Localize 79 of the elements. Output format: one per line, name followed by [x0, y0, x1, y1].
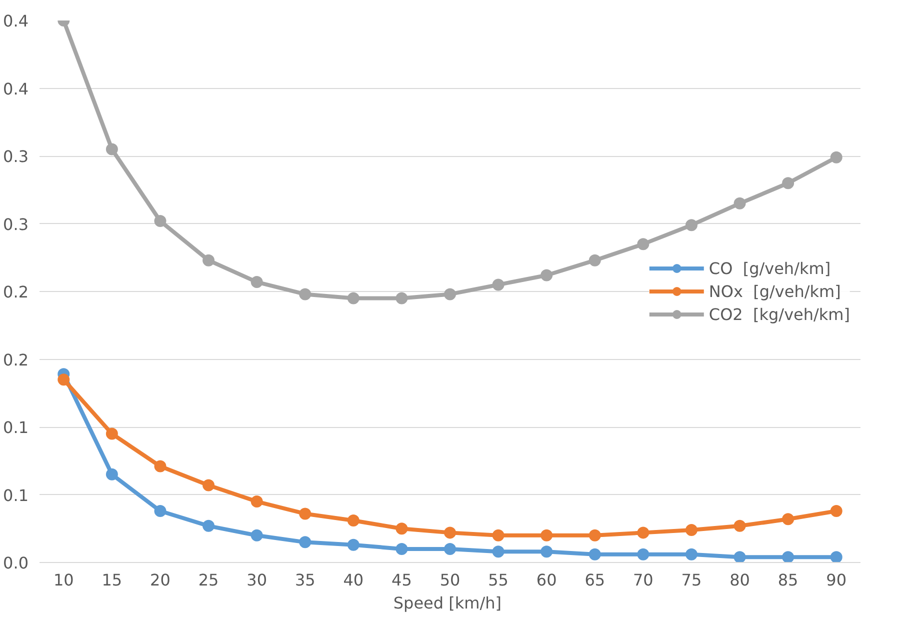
y-tick-label: 0.2 [3, 282, 29, 302]
point [396, 292, 408, 304]
point [202, 479, 215, 492]
x-tick-label: 15 [102, 570, 122, 590]
point [347, 514, 360, 526]
point [154, 505, 166, 517]
point [347, 538, 360, 551]
y-tick-label: 0.0 [3, 554, 29, 572]
x-tick-label: 60 [536, 570, 557, 590]
point [347, 292, 360, 304]
point [444, 288, 456, 300]
x-tick-label: 85 [778, 570, 798, 590]
point [396, 542, 408, 555]
point [637, 526, 650, 539]
point [492, 546, 504, 558]
point [685, 219, 698, 232]
point [588, 254, 601, 266]
x-tick-label: 30 [246, 570, 268, 590]
point [734, 520, 746, 532]
point [830, 151, 842, 164]
point [154, 460, 166, 472]
x-tick-label: 90 [826, 570, 847, 590]
point [492, 278, 504, 291]
y-tick-label: 0.4 [3, 12, 29, 30]
point [685, 524, 698, 536]
point [299, 288, 312, 300]
point [250, 276, 263, 288]
point [106, 428, 118, 440]
x-tick-label: 10 [53, 570, 74, 590]
point [396, 522, 408, 535]
x-tick-label: 50 [440, 570, 460, 590]
x-axis-title: Speed [km/h] [393, 594, 502, 612]
x-tick-label: 40 [343, 570, 364, 590]
x-tick-label: 45 [392, 570, 412, 590]
y-tick-label: 0.1 [3, 486, 29, 505]
point [830, 505, 842, 517]
point [540, 546, 553, 558]
point [782, 177, 794, 190]
point [58, 374, 70, 386]
point [202, 520, 215, 532]
point [106, 143, 118, 156]
x-tick-label: 70 [632, 570, 654, 590]
point [202, 254, 215, 266]
legend-label: CO2 [kg/veh/km] [708, 304, 850, 324]
point [540, 529, 553, 542]
point [250, 496, 263, 508]
x-tick-label: 75 [681, 570, 702, 590]
legend-label: CO [g/veh/km] [708, 258, 831, 278]
point [444, 542, 456, 555]
x-tick-label: 35 [294, 570, 316, 590]
point [782, 551, 794, 562]
point [637, 238, 650, 250]
point [444, 526, 456, 539]
point [299, 508, 312, 520]
point [154, 215, 166, 228]
x-tick-label: 80 [730, 570, 750, 590]
point [588, 548, 601, 560]
point [588, 529, 601, 542]
x-tick-label: 25 [198, 570, 219, 590]
point [734, 197, 746, 210]
x-tick-label: 20 [150, 570, 170, 590]
point [492, 529, 504, 542]
legend-label: NOx [g/veh/km] [708, 282, 841, 300]
point [106, 468, 118, 480]
point [540, 269, 553, 282]
y-tick-label: 0.4 [3, 79, 29, 98]
point [782, 513, 794, 526]
y-tick-label: 0.2 [3, 350, 29, 370]
x-tick-label: 65 [584, 570, 606, 590]
point [830, 551, 842, 562]
point [250, 529, 263, 542]
y-tick-label: 0.1 [3, 418, 29, 437]
point [685, 548, 698, 560]
point [734, 551, 746, 562]
y-tick-label: 0.3 [3, 214, 29, 234]
point [299, 536, 312, 548]
point [637, 548, 650, 560]
y-tick-label: 0.3 [3, 147, 29, 166]
x-tick-label: 55 [488, 570, 508, 590]
